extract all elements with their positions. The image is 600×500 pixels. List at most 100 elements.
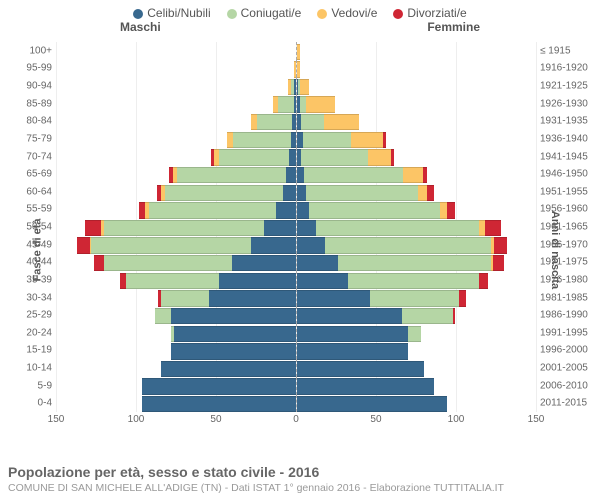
birth-label: 1991-1995	[540, 327, 596, 338]
birth-label: 1946-1950	[540, 169, 596, 180]
female-bar	[297, 148, 537, 166]
age-label: 60-64	[8, 186, 52, 197]
male-bar	[56, 395, 297, 413]
x-tick: 100	[128, 414, 145, 425]
male-bar	[56, 148, 297, 166]
birth-label: 2006-2010	[540, 380, 596, 391]
x-tick: 150	[48, 414, 65, 425]
birth-label: 1916-1920	[540, 63, 596, 74]
bar-segment	[402, 308, 453, 324]
age-row: 30-341981-1985	[56, 289, 536, 307]
bar-segment	[77, 237, 90, 253]
female-bar	[297, 324, 537, 342]
bar-segment	[292, 114, 295, 130]
age-row: 0-42011-2015	[56, 395, 536, 413]
bar-segment	[297, 273, 348, 289]
birth-label: 1966-1970	[540, 239, 596, 250]
bar-segment	[165, 185, 283, 201]
age-label: 15-19	[8, 345, 52, 356]
bar-segment	[276, 202, 295, 218]
chart-title: Popolazione per età, sesso e stato civil…	[8, 464, 592, 480]
age-label: 10-14	[8, 363, 52, 374]
female-bar	[297, 77, 537, 95]
label-male: Maschi	[120, 20, 161, 34]
bar-segment	[297, 290, 370, 306]
legend-swatch	[317, 9, 327, 19]
age-label: 75-79	[8, 133, 52, 144]
age-row: 45-491966-1970	[56, 236, 536, 254]
legend: Celibi/NubiliConiugati/eVedovi/eDivorzia…	[0, 0, 600, 20]
bar-segment	[177, 167, 286, 183]
bar-segment	[494, 237, 507, 253]
bar-segment	[351, 132, 383, 148]
age-label: 25-29	[8, 310, 52, 321]
female-bar	[297, 60, 537, 78]
female-bar	[297, 254, 537, 272]
bar-segment	[418, 185, 428, 201]
age-label: 40-44	[8, 257, 52, 268]
bar-segment	[447, 202, 455, 218]
birth-label: 2001-2005	[540, 363, 596, 374]
birth-label: 1981-1985	[540, 292, 596, 303]
plot-area: 100+≤ 191595-991916-192090-941921-192585…	[56, 42, 536, 430]
age-label: 20-24	[8, 327, 52, 338]
age-label: 50-54	[8, 222, 52, 233]
age-label: 100+	[8, 45, 52, 56]
male-bar	[56, 377, 297, 395]
birth-label: 1986-1990	[540, 310, 596, 321]
legend-item: Vedovi/e	[317, 6, 377, 20]
male-bar	[56, 271, 297, 289]
age-row: 55-591956-1960	[56, 201, 536, 219]
male-bar	[56, 113, 297, 131]
bar-segment	[301, 114, 323, 130]
male-bar	[56, 342, 297, 360]
age-label: 45-49	[8, 239, 52, 250]
bar-segment	[264, 220, 296, 236]
bar-segment	[324, 114, 359, 130]
male-bar	[56, 42, 297, 60]
bar-segment	[257, 114, 292, 130]
bar-segment	[297, 220, 316, 236]
x-axis: 15010050050100150	[56, 412, 536, 430]
female-bar	[297, 359, 537, 377]
bar-segment	[286, 167, 296, 183]
bar-segment	[174, 326, 295, 342]
bar-segment	[126, 273, 219, 289]
female-bar	[297, 218, 537, 236]
female-bar	[297, 183, 537, 201]
age-label: 70-74	[8, 151, 52, 162]
female-bar	[297, 377, 537, 395]
bar-segment	[155, 308, 171, 324]
male-bar	[56, 201, 297, 219]
birth-label: 2011-2015	[540, 398, 596, 409]
bar-segment	[291, 132, 296, 148]
x-tick: 50	[370, 414, 381, 425]
bar-segment	[297, 202, 310, 218]
bar-segment	[348, 273, 479, 289]
bar-segment	[232, 255, 296, 271]
bar-segment	[283, 185, 296, 201]
legend-label: Celibi/Nubili	[147, 6, 210, 20]
bar-segment	[316, 220, 479, 236]
birth-label: 1956-1960	[540, 204, 596, 215]
bar-segment	[297, 396, 447, 412]
birth-label: 1926-1930	[540, 98, 596, 109]
bar-segment	[493, 255, 504, 271]
birth-label: 1971-1975	[540, 257, 596, 268]
legend-swatch	[227, 9, 237, 19]
age-row: 95-991916-1920	[56, 60, 536, 78]
age-label: 90-94	[8, 81, 52, 92]
age-row: 60-641951-1955	[56, 183, 536, 201]
bar-segment	[338, 255, 491, 271]
bar-segment	[278, 96, 294, 112]
x-tick: 100	[448, 414, 465, 425]
age-row: 20-241991-1995	[56, 324, 536, 342]
legend-item: Celibi/Nubili	[133, 6, 210, 20]
x-tick: 150	[528, 414, 545, 425]
bar-segment	[149, 202, 277, 218]
bar-segment	[297, 237, 326, 253]
bar-segment	[325, 237, 491, 253]
bar-segment	[453, 308, 455, 324]
bar-segment	[370, 290, 459, 306]
female-bar	[297, 342, 537, 360]
